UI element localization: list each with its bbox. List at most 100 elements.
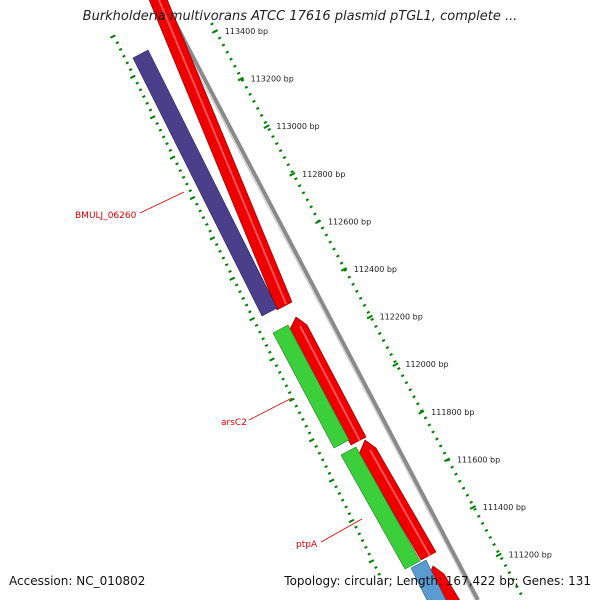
inner-minor-tick — [214, 243, 219, 247]
inner-minor-tick — [274, 364, 279, 368]
inner-minor-tick — [244, 303, 249, 307]
outer-minor-tick — [473, 507, 477, 511]
inner-minor-tick — [261, 337, 265, 341]
outer-minor-tick — [461, 486, 466, 490]
outer-minor-tick — [267, 127, 271, 132]
inner-minor-tick — [357, 532, 362, 536]
outer-minor-tick — [217, 36, 222, 40]
outer-minor-tick — [469, 500, 474, 504]
inner-minor-tick — [254, 323, 259, 327]
outer-minor-tick — [236, 71, 241, 75]
outer-minor-tick — [259, 113, 264, 118]
outer-major-tick — [289, 171, 296, 177]
map-title: Burkholderia multivorans ATCC 17616 plas… — [82, 9, 518, 24]
forward-cds-1-shine — [157, 0, 287, 305]
outer-minor-tick — [313, 212, 317, 216]
outer-major-tick — [314, 219, 322, 225]
inner-minor-tick — [201, 216, 206, 220]
inner-minor-tick — [175, 162, 179, 166]
inner-minor-tick — [224, 263, 229, 267]
outer-minor-tick — [286, 163, 291, 167]
outer-major-tick — [340, 267, 348, 272]
inner-minor-tick — [178, 168, 183, 173]
outer-minor-tick — [309, 205, 313, 209]
inner-minor-tick — [327, 471, 332, 475]
outer-minor-tick — [423, 416, 428, 420]
inner-minor-tick — [234, 283, 239, 287]
inner-minor-tick — [360, 539, 365, 543]
outer-minor-tick — [210, 22, 214, 26]
outer-minor-tick — [488, 535, 493, 540]
inner-major-tick — [129, 74, 136, 80]
gene-label-ptpa: ptpA — [296, 540, 318, 550]
outer-minor-tick — [335, 254, 340, 258]
outer-minor-tick — [435, 437, 439, 441]
outer-minor-tick — [343, 268, 348, 272]
outer-minor-tick — [400, 374, 405, 378]
outer-minor-tick — [294, 177, 298, 181]
inner-minor-tick — [324, 465, 328, 469]
inner-minor-tick — [281, 377, 285, 381]
tick-label: 111200 bp — [509, 551, 552, 560]
inner-minor-tick — [188, 189, 193, 193]
inner-minor-tick — [248, 310, 252, 314]
outer-minor-tick — [381, 338, 386, 343]
outer-major-tick — [237, 76, 244, 82]
tick-label: 113400 bp — [225, 27, 268, 36]
outer-major-tick — [392, 362, 399, 367]
outer-minor-tick — [515, 585, 519, 589]
inner-minor-tick — [307, 431, 312, 435]
outer-minor-tick — [419, 409, 424, 413]
outer-minor-tick — [450, 465, 454, 469]
inner-minor-tick — [277, 370, 282, 374]
outer-minor-tick — [370, 317, 374, 321]
outer-minor-tick — [465, 493, 470, 497]
inner-minor-tick — [142, 94, 146, 99]
inner-minor-tick — [314, 444, 318, 448]
inner-minor-tick — [304, 424, 309, 428]
outer-minor-tick — [385, 345, 390, 350]
tick-labels: 113400 bp 113200 bp 113000 bp 112800 bp 1126… — [225, 27, 552, 560]
tick-label: 112200 bp — [380, 313, 423, 322]
inner-minor-tick — [317, 451, 322, 455]
inner-minor-tick — [301, 417, 305, 422]
inner-major-tick — [348, 518, 355, 524]
inner-minor-tick — [218, 249, 222, 253]
outer-minor-tick — [503, 563, 508, 568]
outer-minor-tick — [393, 360, 397, 364]
reverse-cds-ptpa — [340, 446, 421, 570]
outer-minor-tick — [225, 50, 230, 54]
label-leader-ptpa — [320, 518, 363, 543]
outer-minor-tick — [297, 184, 302, 188]
inner-minor-tick — [347, 512, 352, 516]
reverse-cds-arsc2 — [272, 324, 350, 449]
outer-minor-tick — [374, 324, 378, 329]
tick-label: 113200 bp — [251, 75, 294, 84]
outer-minor-tick — [244, 85, 249, 89]
outer-minor-tick — [240, 78, 245, 82]
outer-minor-tick — [484, 528, 489, 533]
outer-major-tick — [418, 409, 425, 415]
backbone-line — [160, 0, 480, 600]
outer-minor-tick — [480, 521, 485, 525]
topology-summary: Topology: circular; Length: 167,422 bp; … — [284, 574, 591, 588]
inner-minor-tick — [284, 384, 289, 388]
outer-minor-tick — [324, 233, 329, 237]
outer-major-tick — [443, 457, 451, 463]
outer-minor-tick — [358, 296, 363, 300]
outer-minor-tick — [457, 479, 462, 483]
outer-minor-tick — [511, 578, 515, 582]
inner-minor-tick — [228, 269, 232, 274]
inner-minor-tick — [198, 209, 202, 213]
inner-minor-tick — [241, 296, 246, 300]
outer-minor-tick — [328, 240, 332, 244]
inner-minor-tick — [374, 565, 378, 570]
inner-minor-tick — [364, 545, 368, 549]
inner-minor-tick — [148, 108, 153, 112]
inner-minor-tick — [135, 81, 139, 85]
inner-minor-tick — [205, 222, 209, 226]
outer-minor-tick — [248, 92, 252, 96]
outer-minor-tick — [275, 141, 279, 146]
tick-label: 112600 bp — [328, 217, 371, 226]
